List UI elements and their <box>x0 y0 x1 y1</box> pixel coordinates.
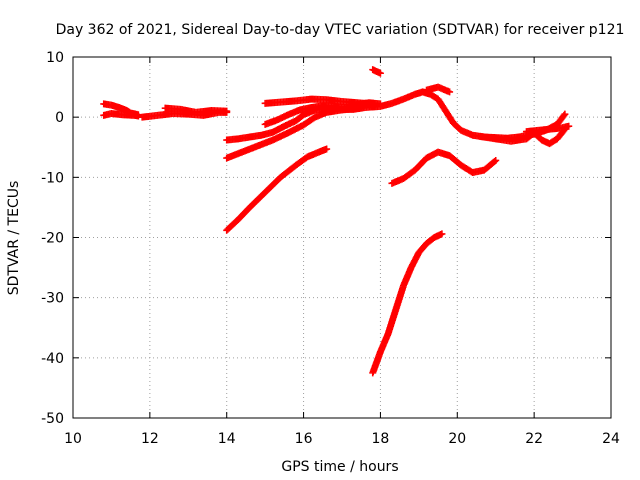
x-tick-label: 12 <box>141 431 159 447</box>
data-point <box>446 88 454 96</box>
data-point <box>323 145 331 153</box>
x-tick-label: 20 <box>448 431 466 447</box>
data-point <box>561 110 569 118</box>
data-series <box>261 95 377 108</box>
data-point <box>376 69 384 77</box>
data-point <box>491 157 499 165</box>
y-tick-label: 10 <box>46 50 64 66</box>
y-tick-label: 0 <box>55 110 64 126</box>
x-tick-label: 16 <box>295 431 313 447</box>
data-point <box>369 100 377 108</box>
data-series <box>223 145 331 234</box>
data-series <box>369 230 446 377</box>
data-series <box>100 100 142 119</box>
axis-ticks: 10 12 14 16 18 20 22 24 -50 -40 -30 -20 -10 0 10 <box>41 50 620 447</box>
x-tick-label: 22 <box>525 431 543 447</box>
data-series <box>388 148 500 187</box>
y-tick-label: -20 <box>41 231 64 247</box>
y-tick-label: -40 <box>41 351 64 367</box>
data-point <box>492 156 500 164</box>
x-axis-label: GPS time / hours <box>281 459 398 475</box>
data-series <box>522 122 573 136</box>
data-point <box>438 230 446 238</box>
chart-title: Day 362 of 2021, Sidereal Day-to-day VTE… <box>56 22 625 38</box>
data-point <box>223 107 231 115</box>
data-points <box>100 66 573 377</box>
data-series <box>476 125 569 148</box>
data-point <box>565 122 573 130</box>
data-series <box>423 83 454 96</box>
x-tick-label: 18 <box>372 431 390 447</box>
x-tick-label: 10 <box>64 431 82 447</box>
data-point <box>134 112 142 120</box>
y-axis-label: SDTVAR / TECUs <box>6 181 22 296</box>
y-tick-label: -10 <box>41 170 64 186</box>
data-series <box>100 110 142 120</box>
x-tick-label: 14 <box>218 431 236 447</box>
data-point <box>560 111 568 119</box>
y-tick-label: -50 <box>41 411 64 427</box>
data-point <box>376 100 384 108</box>
data-series <box>369 66 384 77</box>
y-tick-label: -30 <box>41 291 64 307</box>
data-series <box>161 104 231 116</box>
x-tick-label: 24 <box>602 431 620 447</box>
